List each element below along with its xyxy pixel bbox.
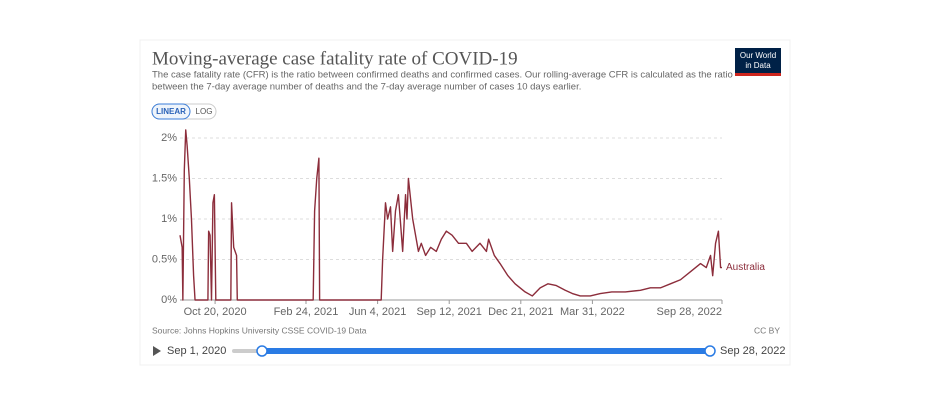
timeline-handle[interactable] [256,345,268,357]
y-tick-label: 0.5% [152,253,177,265]
logo-box [735,48,781,76]
series-line [179,129,722,301]
x-tick-label: Jun 4, 2021 [349,306,407,318]
x-tick-label: Feb 24, 2021 [274,306,339,318]
x-tick-label: Mar 31, 2022 [560,306,625,318]
license: CC BY [754,325,780,335]
x-tick-label: Sep 28, 2022 [657,306,722,318]
timeline-range [262,348,710,354]
log-label[interactable]: LOG [196,107,213,116]
chart-title: Moving-average case fatality rate of COV… [152,48,518,69]
y-tick-label: 1% [161,213,177,225]
x-tick-label: Oct 20, 2020 [184,306,247,318]
logo[interactable]: Our World in Data [735,48,781,76]
logo-bar [735,73,781,76]
timeline: Sep 1, 2020 Sep 28, 2022 [153,345,785,357]
linear-button[interactable] [151,103,191,120]
play-button[interactable] [153,346,161,356]
source: Source: Johns Hopkins University CSSE CO… [152,325,367,335]
timeline-handle[interactable] [704,345,716,357]
y-tick-label: 2% [161,132,177,144]
timeline-start: Sep 1, 2020 [167,345,226,357]
linear-label[interactable]: LINEAR [156,107,186,116]
series-label: Australia [726,262,765,273]
y-tick-label: 0% [161,294,177,306]
scale-toggle: LINEAR LOG [151,103,217,120]
timeline-end: Sep 28, 2022 [720,345,785,357]
chart-subtitle: The case fatality rate (CFR) is the rati… [152,70,733,81]
card [139,39,791,366]
logo-text: Our World [740,51,776,60]
logo-text: in Data [745,61,771,70]
x-tick-label: Dec 21, 2021 [488,306,553,318]
x-tick-label: Sep 12, 2021 [416,306,481,318]
y-tick-label: 1.5% [152,172,177,184]
chart-subtitle: between the 7-day average number of deat… [152,82,581,93]
